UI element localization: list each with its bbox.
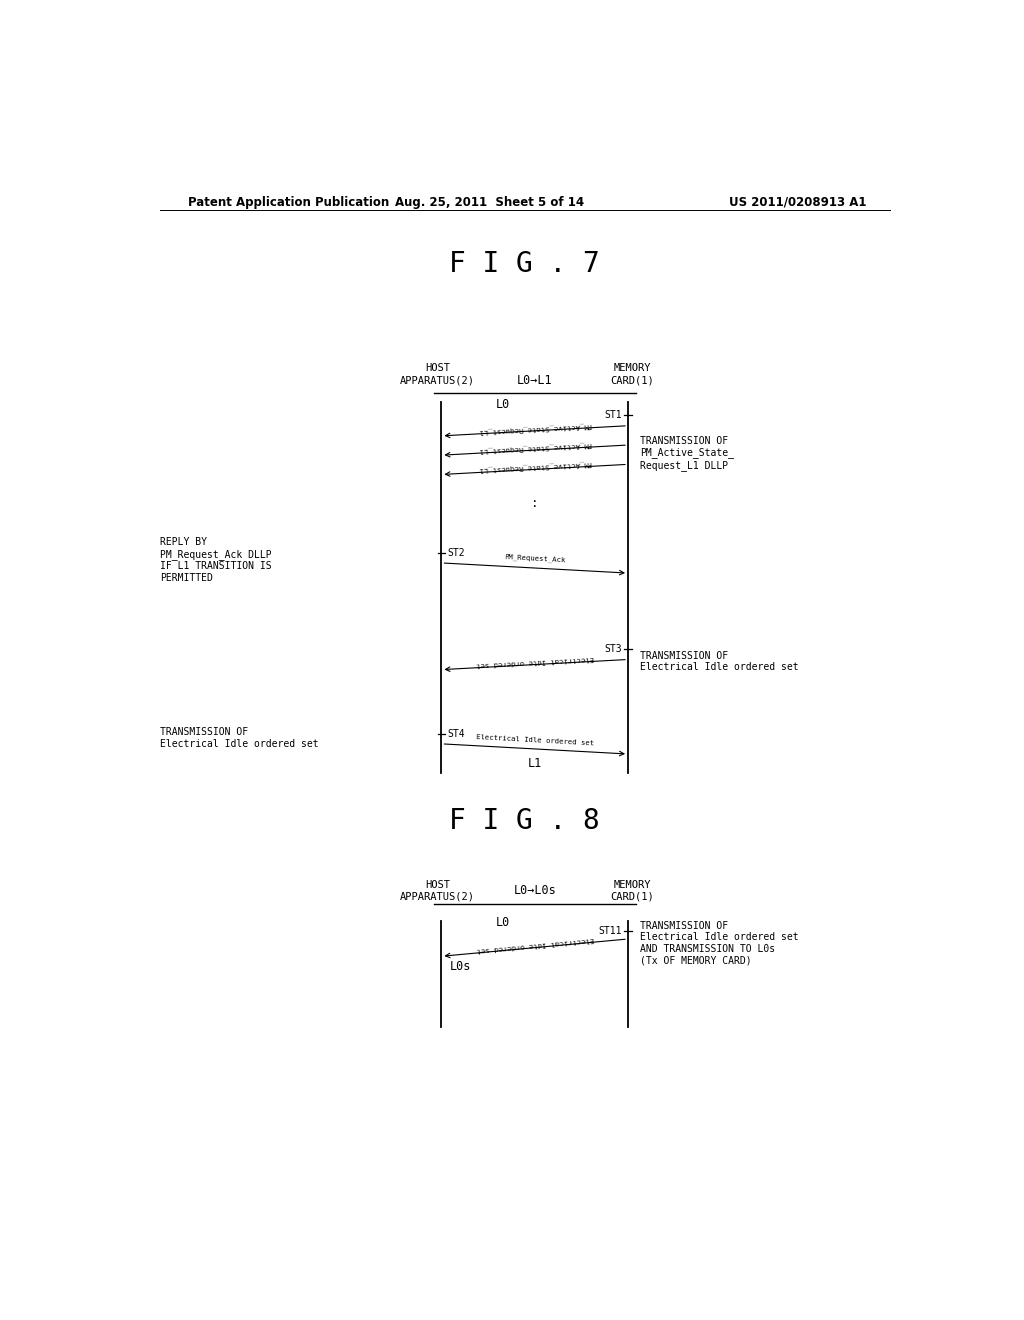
Text: ST11: ST11 <box>598 925 622 936</box>
Text: ST2: ST2 <box>447 548 466 558</box>
Text: F I G . 7: F I G . 7 <box>450 249 600 279</box>
Text: Electrical Idle ordered set: Electrical Idle ordered set <box>476 734 594 746</box>
Text: L0→L1: L0→L1 <box>517 374 553 387</box>
Text: Electrical Idle ordered set: Electrical Idle ordered set <box>476 655 594 668</box>
Text: ST4: ST4 <box>447 729 466 739</box>
Text: :: : <box>531 498 539 511</box>
Text: ST1: ST1 <box>604 409 622 420</box>
Text: PM_Request_Ack: PM_Request_Ack <box>504 553 565 564</box>
Text: TRANSMISSION OF
Electrical Idle ordered set: TRANSMISSION OF Electrical Idle ordered … <box>160 727 318 748</box>
Text: TRANSMISSION OF
Electrical Idle ordered set: TRANSMISSION OF Electrical Idle ordered … <box>640 651 799 672</box>
Text: MEMORY
CARD(1): MEMORY CARD(1) <box>610 880 653 902</box>
Text: PM_Active_State_Request_L1: PM_Active_State_Request_L1 <box>478 441 592 454</box>
Text: Patent Application Publication: Patent Application Publication <box>187 195 389 209</box>
Text: L1: L1 <box>527 756 542 770</box>
Text: Electrical Idle ordered set: Electrical Idle ordered set <box>476 936 594 953</box>
Text: MEMORY
CARD(1): MEMORY CARD(1) <box>610 363 653 385</box>
Text: PM_Active_State_Request_L1: PM_Active_State_Request_L1 <box>478 461 592 473</box>
Text: L0: L0 <box>496 397 510 411</box>
Text: F I G . 8: F I G . 8 <box>450 807 600 836</box>
Text: Aug. 25, 2011  Sheet 5 of 14: Aug. 25, 2011 Sheet 5 of 14 <box>394 195 584 209</box>
Text: REPLY BY
PM_Request_Ack DLLP
IF L1 TRANSITION IS
PERMITTED: REPLY BY PM_Request_Ack DLLP IF L1 TRANS… <box>160 537 271 582</box>
Text: TRANSMISSION OF
Electrical Idle ordered set
AND TRANSMISSION TO L0s
(Tx OF MEMOR: TRANSMISSION OF Electrical Idle ordered … <box>640 920 799 965</box>
Text: L0s: L0s <box>450 960 471 973</box>
Text: L0→L0s: L0→L0s <box>513 884 556 898</box>
Text: TRANSMISSION OF
PM_Active_State_
Request_L1 DLLP: TRANSMISSION OF PM_Active_State_ Request… <box>640 436 734 471</box>
Text: PM_Active_State_Request_L1: PM_Active_State_Request_L1 <box>478 421 592 434</box>
Text: HOST
APPARATUS(2): HOST APPARATUS(2) <box>400 880 475 902</box>
Text: HOST
APPARATUS(2): HOST APPARATUS(2) <box>400 363 475 385</box>
Text: ST3: ST3 <box>604 644 622 655</box>
Text: US 2011/0208913 A1: US 2011/0208913 A1 <box>728 195 866 209</box>
Text: L0: L0 <box>496 916 510 929</box>
